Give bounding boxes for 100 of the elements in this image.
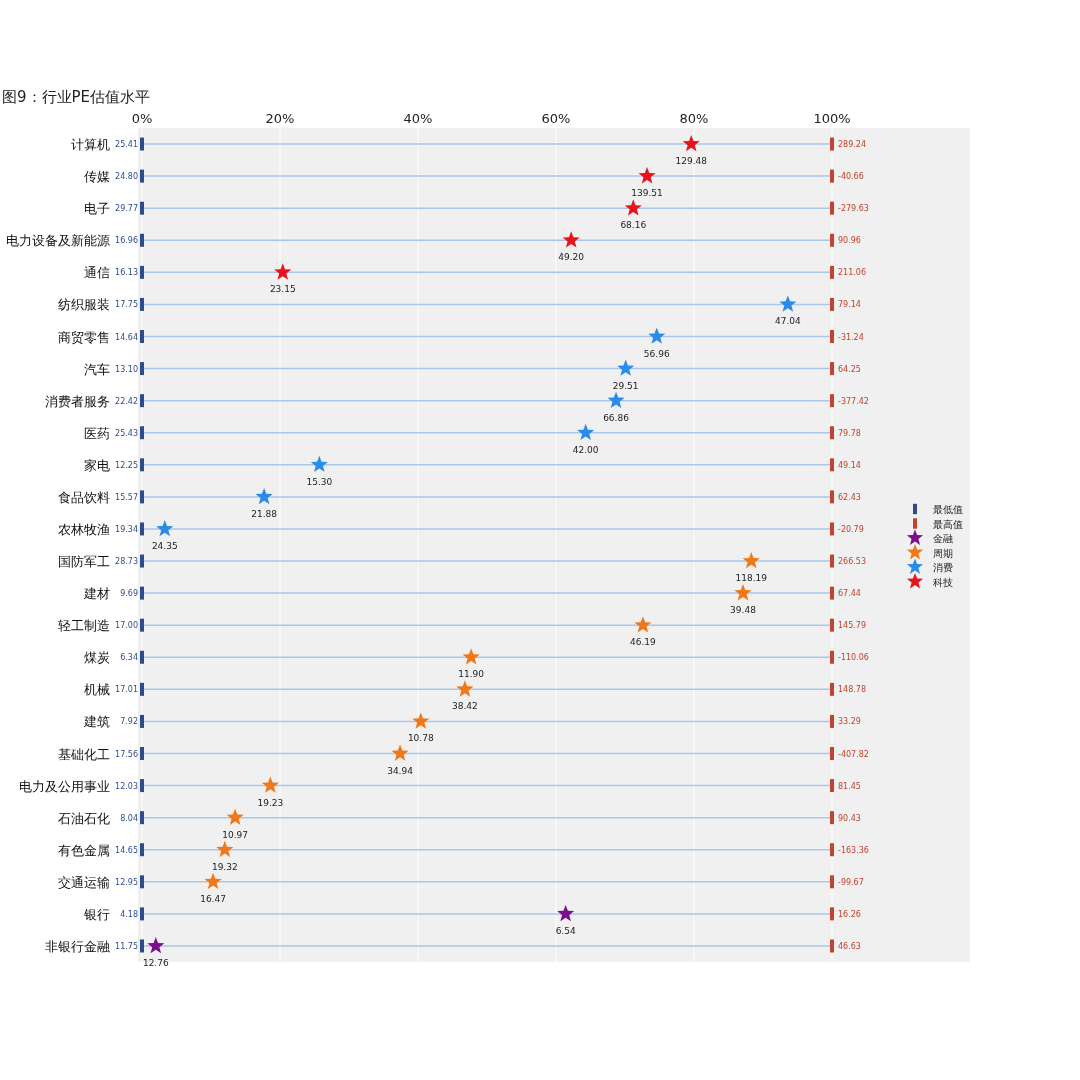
annotation: 211.06: [838, 268, 866, 278]
y-tick-label: 有色金属: [58, 842, 110, 858]
annotation: 9.69: [120, 589, 138, 599]
annotation: -31.24: [838, 332, 864, 342]
point: [557, 904, 575, 922]
point: [734, 584, 752, 601]
annotation: 118.19: [735, 573, 768, 584]
y-tick-label: 家电: [84, 457, 110, 473]
point: [391, 744, 409, 761]
point: [638, 167, 656, 184]
y-tick-label: 银行: [83, 906, 110, 922]
point: [648, 327, 666, 344]
annotation: 266.53: [838, 557, 866, 567]
point: [147, 936, 165, 954]
y-tick-label: 消费者服务: [45, 393, 110, 409]
y-tick-label: 轻工制造: [58, 618, 110, 634]
annotation: 79.14: [838, 300, 861, 310]
y-tick-label: 石油石化: [58, 810, 110, 826]
annotation: 38.42: [452, 701, 478, 712]
y-tick-label: 电子: [84, 201, 110, 217]
annotation: -377.42: [838, 396, 869, 406]
annotation: 14.64: [115, 332, 138, 342]
y-tick-label: 汽车: [84, 361, 110, 377]
annotation: 6.34: [120, 653, 138, 663]
annotation: 14.65: [115, 845, 138, 855]
annotation: 19.32: [211, 861, 238, 872]
annotation: 64.25: [838, 364, 861, 374]
annotation: 17.01: [115, 685, 138, 695]
annotation: 62.43: [838, 492, 861, 502]
y-tick-label: 非银行金融: [45, 938, 110, 954]
annotation: 15.30: [306, 476, 333, 487]
annotation: 8.04: [120, 813, 138, 823]
annotation: 16.47: [200, 893, 226, 904]
point: [261, 776, 279, 793]
annotation: 68.16: [620, 220, 647, 231]
annotation: 10.78: [407, 733, 434, 744]
point: [779, 295, 797, 312]
point: [577, 423, 595, 441]
y-tick-label: 交通运输: [58, 874, 110, 890]
y-tick-label: 计算机: [71, 137, 110, 153]
y-tick-label: 建材: [83, 586, 110, 602]
annotation: 17.56: [115, 749, 138, 759]
annotation: 42.00: [572, 444, 599, 455]
annotation: 23.15: [269, 284, 296, 295]
x-tick-label: 20%: [265, 111, 295, 126]
annotation: 12.25: [115, 460, 138, 470]
point: [216, 840, 234, 858]
annotation: 66.86: [603, 412, 630, 423]
annotation: 90.96: [838, 236, 861, 246]
point: [624, 199, 642, 216]
annotation: 11.90: [458, 669, 485, 680]
annotation: -407.82: [838, 749, 869, 759]
annotation: 56.96: [643, 348, 670, 359]
point: [204, 872, 222, 890]
y-tick-label: 医药: [84, 425, 110, 441]
point: [456, 680, 474, 697]
y-tick-label: 通信: [84, 265, 110, 281]
legend-label: 最低值: [933, 504, 963, 515]
annotation: 4.18: [120, 909, 138, 919]
annotation: 47.04: [774, 316, 801, 327]
annotation: -99.67: [838, 877, 864, 887]
annotation: 49.14: [838, 460, 861, 470]
annotation: 139.51: [631, 188, 663, 199]
x-tick-label: 0%: [131, 111, 153, 126]
point: [634, 616, 652, 633]
x-tick-label: 60%: [541, 111, 571, 126]
annotation: 39.48: [730, 605, 757, 616]
annotation: 10.97: [222, 829, 249, 840]
x-tick-label: 80%: [679, 111, 709, 126]
annotation: 12.03: [115, 781, 138, 791]
point: [607, 391, 625, 408]
y-tick-label: 传媒: [84, 169, 110, 185]
y-tick-label: 基础化工: [58, 746, 110, 762]
point: [617, 359, 635, 376]
annotation: -40.66: [838, 172, 864, 182]
legend-label: 最高值: [933, 518, 963, 530]
x-tick-label: 40%: [403, 111, 433, 126]
annotation: 29.77: [115, 204, 138, 214]
point: [255, 487, 273, 505]
annotation: -163.36: [838, 845, 869, 855]
annotation: 11.75: [115, 941, 138, 951]
point: [412, 712, 430, 729]
annotation: 19.34: [115, 524, 138, 534]
y-tick-label: 食品饮料: [58, 489, 110, 505]
annotation: 28.73: [115, 557, 138, 567]
legend-label: 金融: [933, 533, 953, 544]
annotation: 34.94: [387, 765, 414, 776]
annotation: 33.29: [838, 717, 861, 727]
annotation: 24.80: [115, 172, 138, 182]
legend-label: 周期: [933, 547, 953, 559]
annotation: 12.76: [142, 957, 169, 968]
legend-label: 消费: [933, 562, 953, 573]
annotation: 17.75: [115, 300, 138, 310]
point: [274, 263, 292, 280]
annotation: 90.43: [838, 813, 861, 823]
annotation: 129.48: [675, 156, 708, 167]
y-tick-label: 煤炭: [84, 650, 110, 666]
chart-title: 图9：行业PE估值水平: [2, 88, 151, 106]
y-tick-label: 国防军工: [58, 554, 110, 570]
x-tick-label: 100%: [813, 111, 851, 126]
